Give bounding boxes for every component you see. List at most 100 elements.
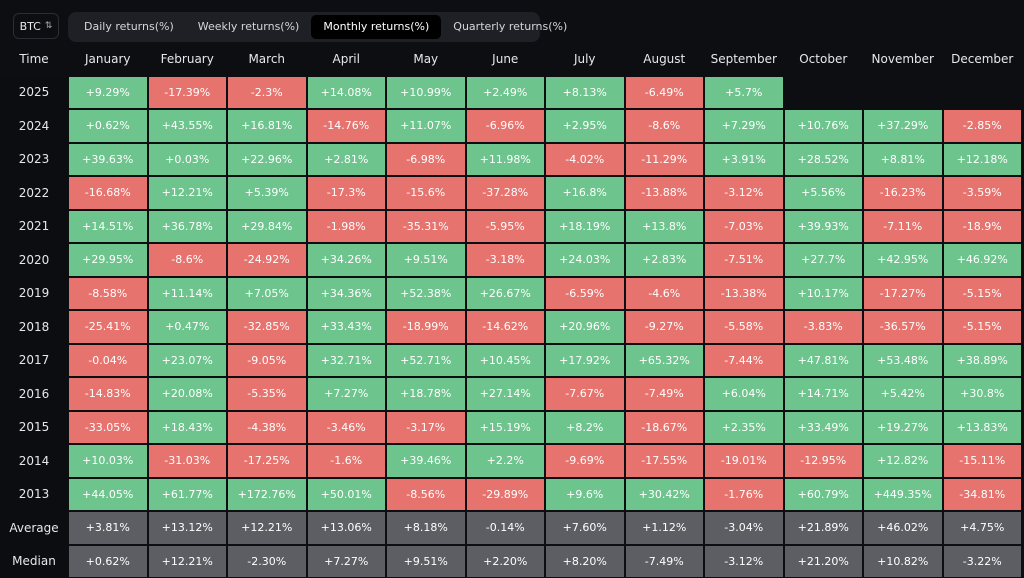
return-cell[interactable]: -9.27% <box>625 310 705 344</box>
return-cell[interactable]: +449.35% <box>863 478 943 512</box>
return-cell[interactable]: -3.12% <box>704 176 784 210</box>
return-cell[interactable]: +13.8% <box>625 210 705 244</box>
return-cell[interactable]: -0.04% <box>68 344 148 378</box>
return-cell[interactable]: -17.27% <box>863 277 943 311</box>
return-cell[interactable]: -6.49% <box>625 76 705 110</box>
month-header[interactable]: January <box>68 42 148 76</box>
return-cell[interactable]: +2.35% <box>704 411 784 445</box>
month-header[interactable]: December <box>943 42 1023 76</box>
return-cell[interactable]: +27.14% <box>466 377 546 411</box>
return-cell[interactable]: -3.17% <box>386 411 466 445</box>
return-cell[interactable]: +37.29% <box>863 109 943 143</box>
return-cell[interactable]: -18.9% <box>943 210 1023 244</box>
tab-monthly[interactable]: Monthly returns(%) <box>311 15 441 39</box>
return-cell[interactable]: -25.41% <box>68 310 148 344</box>
return-cell[interactable]: -5.58% <box>704 310 784 344</box>
return-cell[interactable]: +12.21% <box>148 176 228 210</box>
return-cell[interactable]: +9.29% <box>68 76 148 110</box>
return-cell[interactable]: -17.25% <box>227 444 307 478</box>
return-cell[interactable]: -4.38% <box>227 411 307 445</box>
return-cell[interactable]: -17.39% <box>148 76 228 110</box>
return-cell[interactable]: -6.59% <box>545 277 625 311</box>
tab-weekly[interactable]: Weekly returns(%) <box>186 15 312 39</box>
return-cell[interactable]: -2.3% <box>227 76 307 110</box>
return-cell[interactable]: -18.67% <box>625 411 705 445</box>
return-cell[interactable]: +18.78% <box>386 377 466 411</box>
return-cell[interactable]: +10.99% <box>386 76 466 110</box>
return-cell[interactable]: +5.7% <box>704 76 784 110</box>
return-cell[interactable]: +3.91% <box>704 143 784 177</box>
return-cell[interactable]: -5.95% <box>466 210 546 244</box>
return-cell[interactable]: +16.81% <box>227 109 307 143</box>
return-cell[interactable]: +10.03% <box>68 444 148 478</box>
return-cell[interactable]: -14.83% <box>68 377 148 411</box>
return-cell[interactable]: +7.27% <box>307 377 387 411</box>
return-cell[interactable]: +39.93% <box>784 210 864 244</box>
return-cell[interactable]: +2.95% <box>545 109 625 143</box>
return-cell[interactable]: +30.42% <box>625 478 705 512</box>
return-cell[interactable]: -8.6% <box>148 243 228 277</box>
return-cell[interactable]: +33.43% <box>307 310 387 344</box>
return-cell[interactable]: +15.19% <box>466 411 546 445</box>
return-cell[interactable]: -7.49% <box>625 377 705 411</box>
return-cell[interactable]: -29.89% <box>466 478 546 512</box>
return-cell[interactable]: -8.58% <box>68 277 148 311</box>
tab-quarterly[interactable]: Quarterly returns(%) <box>441 15 579 39</box>
return-cell[interactable]: -3.18% <box>466 243 546 277</box>
return-cell[interactable]: -2.85% <box>943 109 1023 143</box>
return-cell[interactable]: +17.92% <box>545 344 625 378</box>
return-cell[interactable]: +7.29% <box>704 109 784 143</box>
return-cell[interactable]: -8.56% <box>386 478 466 512</box>
month-header[interactable]: May <box>386 42 466 76</box>
tab-daily[interactable]: Daily returns(%) <box>72 15 186 39</box>
return-cell[interactable]: +172.76% <box>227 478 307 512</box>
return-cell[interactable]: -14.76% <box>307 109 387 143</box>
return-cell[interactable]: +19.27% <box>863 411 943 445</box>
return-cell[interactable]: +8.13% <box>545 76 625 110</box>
return-cell[interactable]: +42.95% <box>863 243 943 277</box>
return-cell[interactable]: -5.15% <box>943 310 1023 344</box>
return-cell[interactable]: +18.43% <box>148 411 228 445</box>
return-cell[interactable]: +14.08% <box>307 76 387 110</box>
return-cell[interactable]: -16.23% <box>863 176 943 210</box>
month-header[interactable]: September <box>704 42 784 76</box>
return-cell[interactable]: -1.98% <box>307 210 387 244</box>
return-cell[interactable]: +60.79% <box>784 478 864 512</box>
return-cell[interactable]: -3.46% <box>307 411 387 445</box>
return-cell[interactable]: +39.63% <box>68 143 148 177</box>
return-cell[interactable]: +16.8% <box>545 176 625 210</box>
return-cell[interactable]: -3.83% <box>784 310 864 344</box>
return-cell[interactable]: -7.11% <box>863 210 943 244</box>
return-cell[interactable]: -33.05% <box>68 411 148 445</box>
return-cell[interactable]: +36.78% <box>148 210 228 244</box>
return-cell[interactable]: +2.81% <box>307 143 387 177</box>
return-cell[interactable]: +11.07% <box>386 109 466 143</box>
return-cell[interactable]: +2.2% <box>466 444 546 478</box>
return-cell[interactable]: +9.6% <box>545 478 625 512</box>
return-cell[interactable]: +18.19% <box>545 210 625 244</box>
return-cell[interactable]: +6.04% <box>704 377 784 411</box>
return-cell[interactable]: +0.62% <box>68 109 148 143</box>
return-cell[interactable]: -12.95% <box>784 444 864 478</box>
month-header[interactable]: June <box>466 42 546 76</box>
return-cell[interactable]: +52.38% <box>386 277 466 311</box>
return-cell[interactable]: +50.01% <box>307 478 387 512</box>
return-cell[interactable]: +0.47% <box>148 310 228 344</box>
asset-selector[interactable]: BTC ⇅ <box>13 13 59 39</box>
return-cell[interactable]: +29.95% <box>68 243 148 277</box>
month-header[interactable]: October <box>784 42 864 76</box>
return-cell[interactable]: +46.92% <box>943 243 1023 277</box>
return-cell[interactable]: -7.03% <box>704 210 784 244</box>
return-cell[interactable]: +44.05% <box>68 478 148 512</box>
return-cell[interactable]: +8.2% <box>545 411 625 445</box>
return-cell[interactable]: -9.69% <box>545 444 625 478</box>
return-cell[interactable]: -3.59% <box>943 176 1023 210</box>
return-cell[interactable]: +34.26% <box>307 243 387 277</box>
return-cell[interactable]: +2.83% <box>625 243 705 277</box>
return-cell[interactable]: -8.6% <box>625 109 705 143</box>
return-cell[interactable]: -1.6% <box>307 444 387 478</box>
return-cell[interactable]: -36.57% <box>863 310 943 344</box>
month-header[interactable]: April <box>307 42 387 76</box>
month-header[interactable]: November <box>863 42 943 76</box>
return-cell[interactable]: +23.07% <box>148 344 228 378</box>
